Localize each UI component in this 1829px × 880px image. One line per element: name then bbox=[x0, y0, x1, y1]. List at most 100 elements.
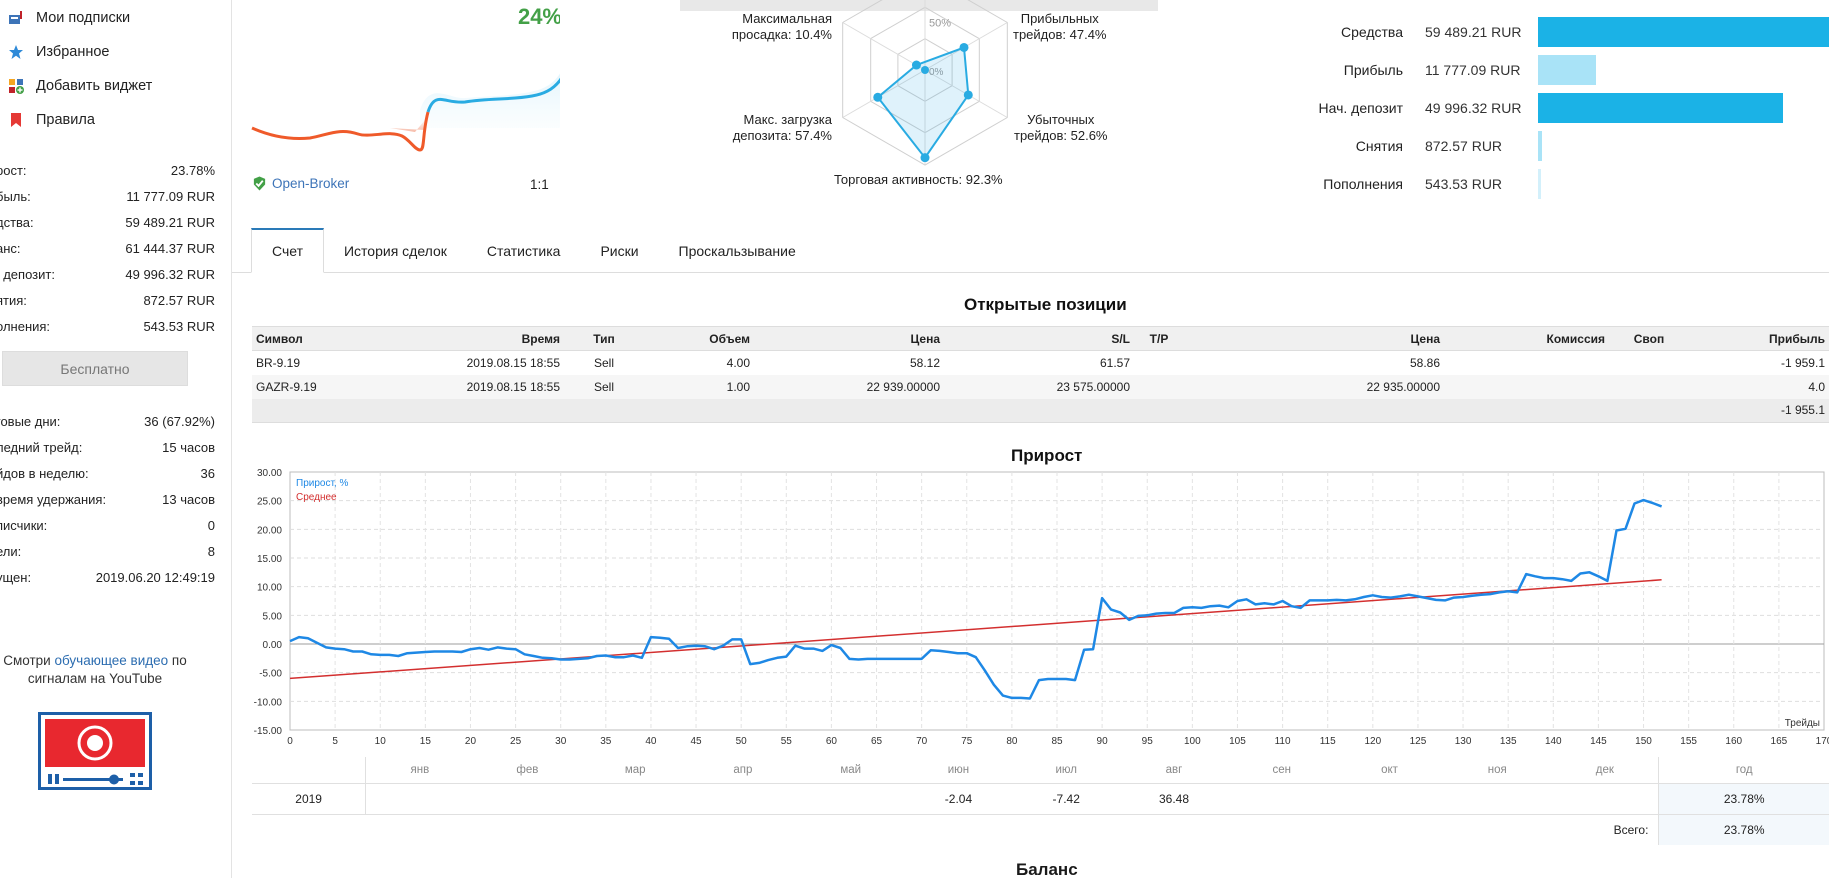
growth-title: Прирост bbox=[1011, 446, 1083, 465]
radar-point bbox=[963, 90, 973, 100]
position-cell: GAZR-9.19 bbox=[252, 374, 372, 399]
promo-video-link[interactable]: обучающее видео bbox=[54, 653, 169, 668]
grand-total-row: Всего: 23.78% bbox=[252, 814, 1829, 845]
x-tick-label: 85 bbox=[1051, 736, 1063, 745]
radar-point bbox=[911, 60, 921, 70]
month-header: окт bbox=[1381, 763, 1398, 776]
tab-trade-history[interactable]: История сделок bbox=[343, 242, 447, 259]
open-positions-table: Символ Время Тип Объем Цена S/L T/P Цена Комисси… bbox=[252, 326, 1829, 423]
position-cell: Sell bbox=[564, 374, 644, 399]
x-tick-label: 5 bbox=[332, 736, 338, 745]
column-header[interactable]: T/P bbox=[1134, 326, 1184, 351]
column-header[interactable]: Цена bbox=[754, 326, 944, 351]
tab-statistics[interactable]: Статистика bbox=[486, 242, 561, 259]
menu-label: Избранное bbox=[36, 44, 110, 60]
account-stat-value: 543.53 RUR bbox=[143, 319, 215, 334]
open-positions-title: Открытые позиции bbox=[964, 295, 1127, 314]
x-tick-label: 70 bbox=[916, 736, 928, 745]
menu-label: Правила bbox=[36, 112, 95, 128]
column-header[interactable]: Своп bbox=[1609, 326, 1689, 351]
tab-slippage[interactable]: Проскальзывание bbox=[678, 242, 796, 259]
month-header: фев bbox=[516, 763, 539, 776]
header-bar bbox=[680, 0, 1158, 11]
sidebar: Мои подписки Избранное Добавить виджет П… bbox=[0, 0, 232, 878]
youtube-video-icon[interactable] bbox=[38, 712, 152, 790]
position-row[interactable]: GAZR-9.19 2019.08.15 18:55 Sell 1.00 22 939.… bbox=[252, 374, 1829, 399]
summary-bar-value: 872.57 RUR bbox=[1425, 138, 1503, 154]
tabs-divider bbox=[232, 272, 1829, 273]
verified-check-icon bbox=[253, 176, 266, 191]
x-tick-label: 155 bbox=[1680, 736, 1697, 745]
trading-stat-value: 13 часов bbox=[162, 492, 215, 507]
tab-account[interactable]: Счет bbox=[251, 228, 324, 273]
column-header[interactable]: S/L bbox=[944, 326, 1134, 351]
growth-chart: 30.00 25.00 20.00 15.00 10.00 5.00 0.00 -5.00 -1… bbox=[254, 468, 1829, 745]
radar-point bbox=[959, 42, 969, 52]
radar-label-drawdown: Максимальная просадка: 10.4% bbox=[731, 11, 832, 42]
menu-add-widget[interactable]: Добавить виджет bbox=[8, 78, 152, 94]
bookmark-icon bbox=[11, 113, 21, 127]
column-header[interactable]: Тип bbox=[564, 326, 644, 351]
column-header[interactable]: Время bbox=[372, 326, 564, 351]
column-header[interactable]: Комиссия bbox=[1444, 326, 1609, 351]
trading-stat-row: йдов в неделю: 36 bbox=[0, 466, 215, 486]
position-row[interactable]: BR-9.19 2019.08.15 18:55 Sell 4.00 58.12 61.5… bbox=[252, 351, 1829, 375]
summary-bar-row: Пополнения 543.53 RUR bbox=[1270, 169, 1829, 199]
month-value bbox=[689, 782, 797, 815]
y-tick-label: 10.00 bbox=[257, 583, 282, 594]
menu-favorites[interactable]: Избранное bbox=[8, 44, 109, 60]
mailbox-icon bbox=[9, 11, 22, 24]
menu-my-subscriptions[interactable]: Мои подписки bbox=[8, 10, 130, 26]
position-cell: 4.00 bbox=[726, 355, 750, 370]
y-tick-label: -5.00 bbox=[259, 669, 282, 680]
summary-bar-value: 543.53 RUR bbox=[1425, 176, 1503, 192]
mini-chart-area-negative bbox=[390, 120, 425, 132]
column-header[interactable]: Символ bbox=[252, 326, 372, 351]
trading-stat-label: ледний трейд: bbox=[0, 440, 83, 455]
position-cell: 22 939.00000 bbox=[754, 374, 944, 399]
column-header[interactable]: Цена bbox=[1184, 326, 1444, 351]
x-tick-label: 20 bbox=[465, 736, 477, 745]
account-stat-value: 11 777.09 RUR bbox=[126, 189, 215, 204]
trading-stat-value: 8 bbox=[207, 544, 215, 559]
account-stat-row: быль: 11 777.09 RUR bbox=[0, 189, 215, 209]
summary-bar bbox=[1538, 169, 1541, 199]
radar-ring-label-50: 50% bbox=[929, 18, 951, 30]
menu-rules[interactable]: Правила bbox=[8, 112, 95, 128]
month-value: -2.04 bbox=[904, 782, 1013, 815]
tab-risks[interactable]: Риски bbox=[600, 242, 639, 259]
radar-center-point bbox=[921, 66, 929, 74]
x-tick-label: 140 bbox=[1545, 736, 1562, 745]
menu-label: Добавить виджет bbox=[36, 78, 153, 94]
legend-growth: Прирост, % bbox=[296, 478, 348, 489]
trading-stat-row: ледний трейд: 15 часов bbox=[0, 440, 215, 460]
summary-bar-row: Снятия 872.57 RUR bbox=[1270, 131, 1829, 161]
position-cell bbox=[1444, 374, 1609, 399]
x-tick-label: 45 bbox=[690, 736, 702, 745]
summary-bar-row: Прибыль 11 777.09 RUR bbox=[1270, 55, 1829, 85]
trading-stat-value: 2019.06.20 12:49:19 bbox=[95, 570, 215, 585]
account-stat-label: рост: bbox=[0, 163, 27, 178]
mini-growth-percent: 24% bbox=[518, 4, 560, 29]
position-cell: 2019.08.15 18:55 bbox=[372, 374, 564, 399]
x-tick-label: 10 bbox=[375, 736, 387, 745]
column-header[interactable]: Прибыль bbox=[1689, 326, 1829, 351]
month-value bbox=[365, 782, 474, 815]
broker-link[interactable]: Open-Broker bbox=[252, 176, 349, 191]
free-subscribe-button[interactable]: Бесплатно bbox=[2, 351, 188, 386]
position-cell: 58.86 bbox=[1409, 355, 1440, 370]
trading-stat-value: 36 (67.92%) bbox=[144, 414, 215, 429]
summary-bar-label: Пополнения bbox=[1323, 176, 1403, 192]
month-header: мар bbox=[624, 763, 646, 776]
y-tick-label: 25.00 bbox=[257, 497, 282, 508]
trading-stat-row: ели: 8 bbox=[0, 544, 215, 564]
column-header[interactable]: Объем bbox=[644, 326, 754, 351]
account-stat-label: . депозит: bbox=[0, 267, 55, 282]
account-stat-label: ятия: bbox=[0, 293, 27, 308]
position-cell: BR-9.19 bbox=[256, 355, 301, 370]
account-stat-value: 59 489.21 RUR bbox=[125, 215, 215, 230]
mini-chart-line-positive bbox=[426, 77, 560, 113]
position-cell bbox=[1609, 351, 1689, 375]
year-total: 23.78% bbox=[1658, 782, 1829, 815]
summary-bar bbox=[1538, 93, 1783, 123]
